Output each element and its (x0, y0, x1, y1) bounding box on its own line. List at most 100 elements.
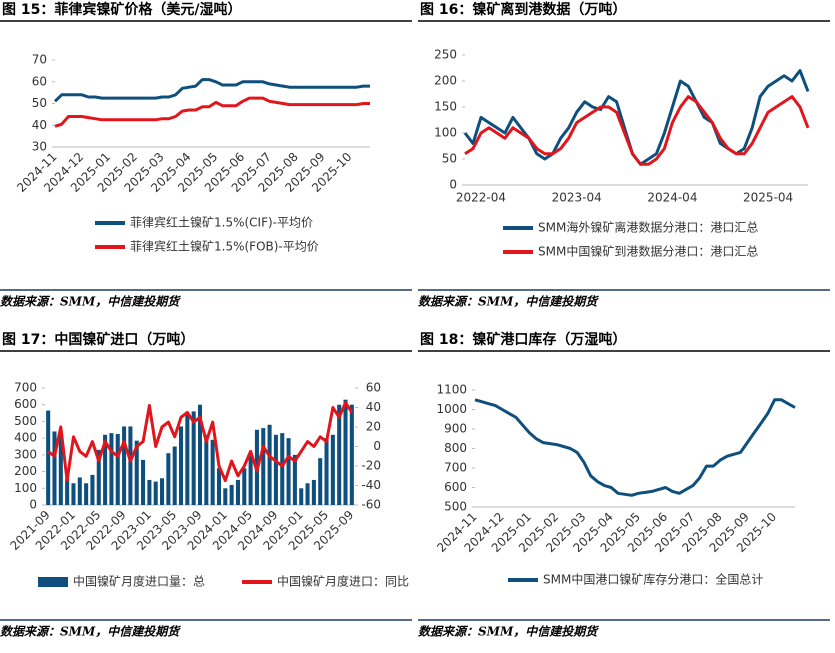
bar (235, 479, 240, 505)
bar (292, 454, 297, 505)
y-tick-label: 0 (29, 498, 37, 512)
bar (197, 404, 203, 505)
y-tick-label: 700 (444, 461, 467, 475)
legend-label: SMM中国港口镍矿库存分港口：全国总计 (543, 572, 763, 587)
y2-tick-label: 40 (366, 400, 381, 414)
bar (109, 433, 114, 505)
y-tick-label: 150 (434, 100, 457, 114)
chart-panel: 图 15：菲律宾镍矿价格（美元/湿吨） 数据来源：SMM，中信建投期货 30 40 50… (0, 1, 412, 309)
bar (185, 414, 190, 505)
y2-tick-label: -60 (361, 498, 381, 512)
y-tick-label: 500 (14, 414, 37, 428)
series-line (53, 78, 370, 103)
bar (172, 446, 177, 505)
x-tick-label: 2023-04 (552, 191, 602, 205)
series-line (474, 398, 796, 497)
legend-label: 中国镍矿月度进口：同比 (277, 574, 409, 589)
source-note: 数据来源：SMM，中信建投期货 (418, 625, 599, 639)
y2-tick-label: 60 (366, 381, 381, 395)
series-line (464, 95, 810, 166)
chart-title: 图 15：菲律宾镍矿价格（美元/湿吨） (2, 1, 241, 18)
bar (318, 458, 323, 505)
y2-tick-label: -40 (361, 478, 381, 492)
y-tick-label: 100 (434, 126, 457, 140)
bar (349, 404, 354, 505)
bar (147, 479, 152, 505)
y-tick-label: 200 (14, 464, 37, 478)
bar (122, 426, 127, 505)
bar (267, 424, 272, 505)
y-tick-label: 900 (444, 422, 467, 436)
bar (115, 433, 120, 505)
bar (141, 459, 146, 505)
bar (103, 434, 108, 505)
bar (178, 426, 184, 505)
legend-label: 菲律宾红土镍矿1.5%(CIF)-平均价 (130, 215, 313, 230)
y2-tick-label: 20 (366, 420, 381, 434)
chart-title: 图 17：中国镍矿进口（万吨） (2, 331, 194, 348)
y-tick-label: 800 (444, 441, 467, 455)
chart-panel: 图 18：镍矿港口库存（万湿吨） 数据来源：SMM，中信建投期货 500 600 700… (418, 331, 830, 639)
bar (166, 453, 171, 505)
bar (261, 428, 266, 505)
bar (337, 404, 342, 505)
chart-panel: 图 17：中国镍矿进口（万吨）数据来源：SMM，中信建投期货0100200300… (0, 331, 412, 639)
bar (90, 474, 95, 505)
legend-label: SMM中国镍矿到港数据分港口：港口汇总 (538, 244, 758, 259)
bar (65, 479, 70, 505)
legend-swatch (38, 577, 68, 587)
series-line (54, 96, 370, 128)
source-note: 数据来源：SMM，中信建投期货 (0, 625, 181, 639)
y-tick-label: 200 (434, 74, 457, 88)
x-tick-label: 2022-04 (456, 191, 506, 205)
y2-tick-label: 0 (373, 439, 381, 453)
bar (46, 410, 51, 505)
chart-title: 图 18：镍矿港口库存（万湿吨） (420, 331, 626, 348)
bar (204, 434, 209, 505)
bar (216, 468, 222, 505)
y-tick-label: 1100 (436, 383, 467, 397)
chart-title: 图 16：镍矿离到港数据（万吨） (420, 1, 626, 18)
bar (242, 468, 247, 505)
y-tick-label: 100 (14, 481, 37, 495)
bar (191, 411, 196, 505)
bar (210, 439, 215, 505)
series-line (47, 401, 354, 483)
legend-label: 中国镍矿月度进口量：总 (73, 574, 205, 589)
y-tick-label: 60 (32, 74, 47, 88)
bar (286, 438, 291, 505)
source-note: 数据来源：SMM，中信建投期货 (0, 295, 181, 309)
bar (77, 477, 82, 505)
y-tick-label: 40 (32, 118, 47, 132)
bar (84, 483, 89, 505)
bar (134, 440, 139, 505)
bar (343, 399, 348, 505)
y-tick-label: 250 (434, 48, 457, 62)
y-tick-label: 400 (14, 431, 37, 445)
bar (128, 426, 133, 505)
y-tick-label: 50 (442, 152, 457, 166)
bar (305, 483, 310, 505)
y-tick-label: 600 (14, 397, 37, 411)
x-tick-label: 2025-04 (743, 191, 793, 205)
y-tick-label: 50 (32, 96, 47, 110)
y-tick-label: 0 (449, 178, 457, 192)
bar (71, 483, 76, 505)
source-note: 数据来源：SMM，中信建投期货 (418, 295, 599, 309)
legend-label: 菲律宾红土镍矿1.5%(FOB)-平均价 (130, 239, 319, 254)
bar (160, 478, 165, 505)
y-tick-label: 70 (32, 53, 47, 67)
bar (324, 438, 329, 505)
bar (273, 434, 278, 505)
bar (229, 484, 234, 505)
bar (58, 435, 63, 505)
bar (223, 488, 228, 505)
bar (96, 449, 101, 505)
y-tick-label: 300 (14, 447, 37, 461)
legend-label: SMM海外镍矿离港数据分港口：港口汇总 (538, 220, 758, 235)
y2-tick-label: -20 (361, 459, 381, 473)
bar (52, 431, 57, 505)
bar (248, 453, 253, 505)
x-tick-label: 2024-04 (647, 191, 697, 205)
